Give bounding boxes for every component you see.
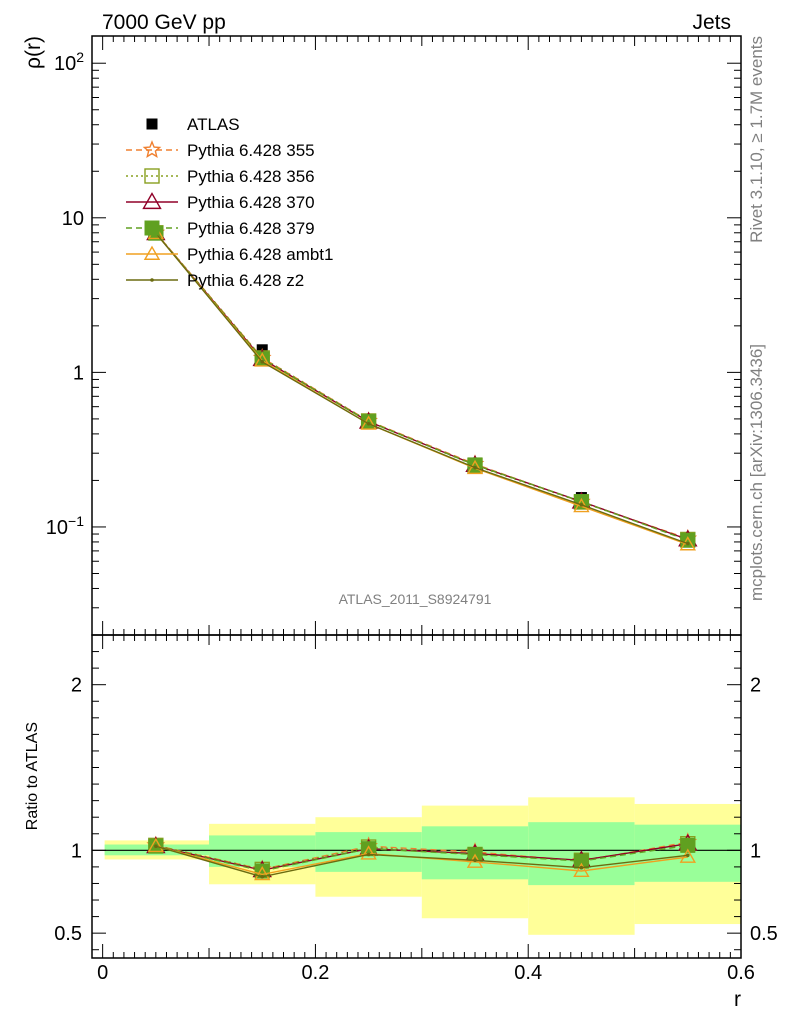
- legend-label-5: Pythia 6.428 ambt1: [187, 245, 333, 264]
- ratio-point-4-2: [360, 845, 377, 860]
- ratio-ytick-label-left: 2: [71, 675, 82, 697]
- legend-marker-5: [143, 245, 161, 260]
- ratio-ytick-label-right: 0.5: [750, 923, 778, 945]
- ratio-series: [146, 832, 698, 881]
- ratio-point-5-1: [260, 875, 265, 879]
- ratio-ytick-label-left: 0.5: [54, 923, 82, 945]
- ratio-series-line-5: [155, 845, 688, 878]
- xtick-label: 0.2: [302, 962, 330, 984]
- legend-marker-0: [146, 118, 158, 130]
- main-point-5-5: [679, 536, 697, 551]
- main-point-6-2: [366, 421, 371, 426]
- panel-frames: [91, 35, 742, 959]
- ratio-bands: [104, 797, 741, 935]
- main-point-5-1: [254, 352, 271, 367]
- legend-marker-6: [150, 278, 154, 282]
- xtick-label: 0: [97, 962, 108, 984]
- main-ytick-label: 10: [62, 208, 84, 230]
- main-series-line-6: [155, 232, 689, 545]
- ratio-frame: [91, 634, 742, 959]
- ratio-point-4-1: [254, 865, 271, 881]
- legend-label-1: Pythia 6.428 355: [187, 141, 315, 160]
- main-point-5-3: [466, 459, 484, 475]
- main-ytick-label: 10−1: [46, 513, 84, 539]
- header-right-label: Jets: [692, 11, 731, 34]
- legend-marker-3: [142, 192, 162, 210]
- ratio-point-3-5: [680, 837, 696, 853]
- legend-marker-4: [144, 220, 160, 236]
- ratio-point-5-3: [473, 858, 477, 863]
- legend-label-4: Pythia 6.428 379: [187, 219, 315, 238]
- ratio-ytick-label-right: 1: [750, 840, 761, 862]
- legend-label-6: Pythia 6.428 z2: [187, 271, 304, 290]
- x-axis-label: r: [734, 988, 741, 1011]
- main-y-axis-label: ρ(r): [22, 36, 45, 69]
- ratio-ytick-label-left: 1: [71, 840, 82, 862]
- ratio-series-line-3: [155, 844, 688, 872]
- xtick-label: 0.4: [514, 962, 542, 984]
- ratio-ytick-label-right: 2: [750, 675, 761, 697]
- legend-label-3: Pythia 6.428 370: [187, 193, 315, 212]
- main-point-5-2: [360, 415, 377, 430]
- legend-marker-1: [142, 140, 162, 158]
- legend-marker-2: [144, 168, 160, 184]
- ratio-point-5-5: [686, 853, 690, 858]
- axis-ticks: [92, 36, 742, 958]
- xtick-label: 0.6: [727, 962, 755, 984]
- rivet-version-label: Rivet 3.1.10, ≥ 1.7M events: [747, 36, 766, 243]
- ratio-point-5-0: [154, 844, 158, 848]
- ratio-point-5-2: [366, 852, 371, 857]
- analysis-id-annotation: ATLAS_2011_S8924791: [339, 591, 492, 607]
- mcplots-source-label: mcplots.cern.ch [arXiv:1306.3436]: [747, 344, 766, 601]
- header-left-label: 7000 GeV pp: [102, 11, 226, 34]
- ratio-point-5-4: [579, 865, 584, 870]
- main-point-6-5: [686, 541, 690, 546]
- main-point-6-4: [579, 503, 584, 507]
- main-series: [146, 222, 698, 551]
- legend: ATLAS Pythia 6.428 355 Pythia 6.428 356 Pyt…: [126, 115, 333, 290]
- ratio-point-4-4: [573, 862, 590, 877]
- main-ytick-label: 102: [54, 49, 84, 75]
- ratio-y-axis-label: Ratio to ATLAS: [24, 722, 41, 830]
- ratio-point-4-0: [147, 837, 165, 853]
- tick-labels: 10−1 1 10 102 0.5 0.5 1 1 2 2 0 0.2 0.4 0.6: [46, 49, 778, 984]
- main-ytick-label: 1: [73, 362, 84, 384]
- main-point-6-1: [260, 360, 265, 364]
- legend-label-2: Pythia 6.428 356: [187, 167, 315, 186]
- legend-label-0: ATLAS: [187, 115, 240, 134]
- main-point-6-3: [473, 465, 477, 470]
- main-series-line-4: [155, 232, 689, 541]
